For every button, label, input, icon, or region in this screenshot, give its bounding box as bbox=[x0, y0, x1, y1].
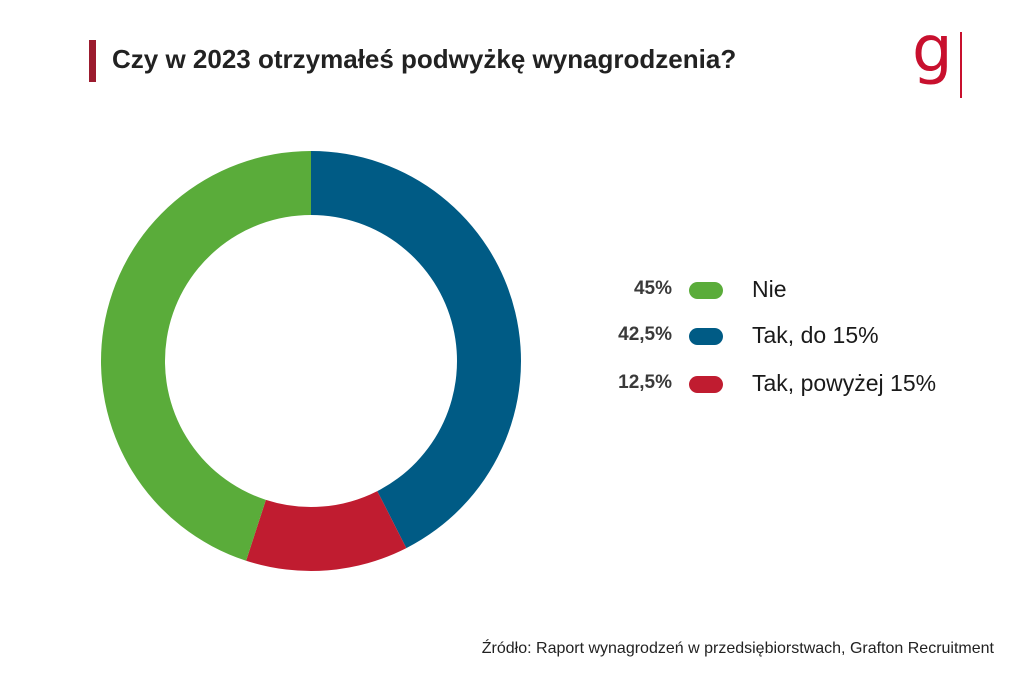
logo-divider bbox=[960, 32, 962, 98]
donut-slice-tak-powyżej-15 bbox=[246, 491, 407, 572]
legend-label: Tak, do 15% bbox=[752, 322, 879, 348]
legend-item-tak-do-15: 42,5% Tak, do 15% bbox=[560, 316, 1000, 356]
logo-letter: g bbox=[912, 13, 953, 87]
legend-value: 12,5% bbox=[618, 372, 672, 393]
legend-swatch bbox=[689, 282, 723, 299]
legend-label: Tak, powyżej 15% bbox=[752, 370, 937, 396]
legend-item-tak-powyżej-15: 12,5% Tak, powyżej 15% bbox=[560, 364, 1000, 404]
legend-item-nie: 45% Nie bbox=[560, 270, 1000, 310]
donut-slice-nie bbox=[100, 151, 311, 561]
legend-swatch bbox=[689, 328, 723, 345]
donut-slice-tak-do-15 bbox=[311, 151, 522, 549]
source-note: Źródło: Raport wynagrodzeń w przedsiębio… bbox=[481, 640, 994, 657]
title-accent-bar bbox=[89, 40, 96, 82]
legend-swatch bbox=[689, 376, 723, 393]
legend-value: 45% bbox=[633, 278, 672, 299]
legend-label: Nie bbox=[752, 276, 787, 302]
chart-title: Czy w 2023 otrzymałeś podwyżkę wynagrodz… bbox=[112, 44, 737, 74]
legend-value: 42,5% bbox=[618, 324, 672, 345]
brand-logo: g bbox=[912, 18, 972, 102]
